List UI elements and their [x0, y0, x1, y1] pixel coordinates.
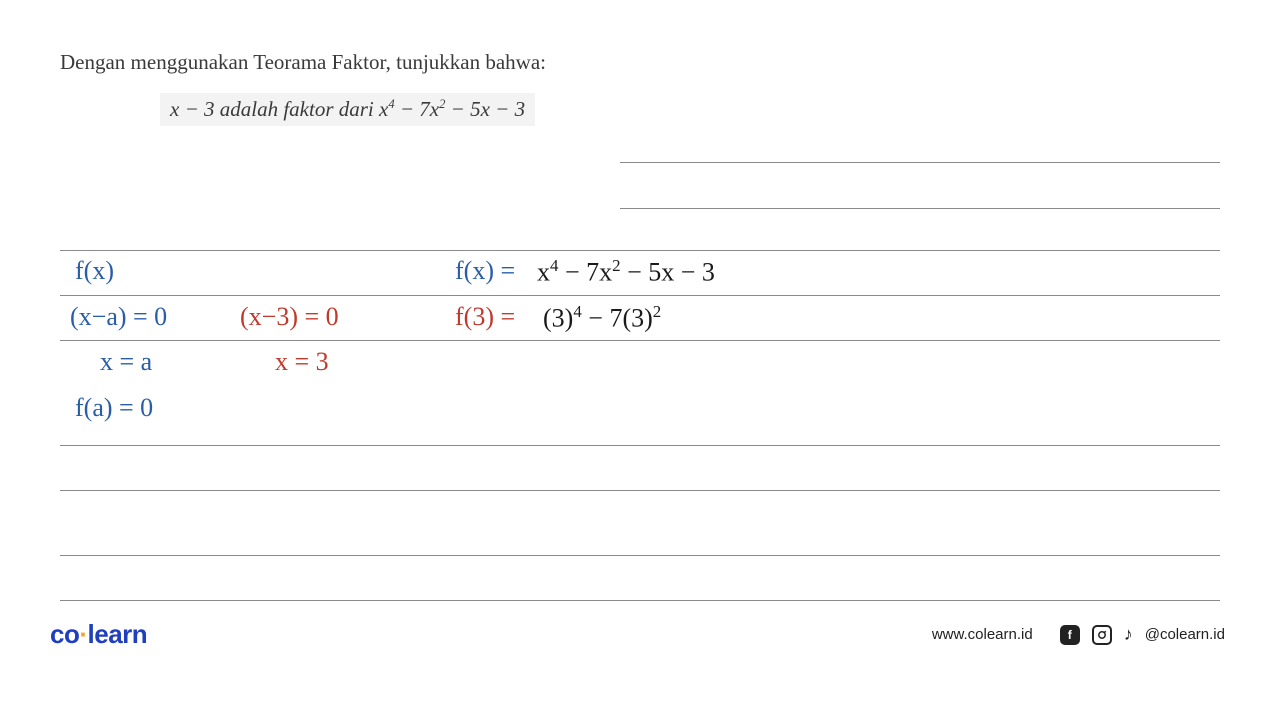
rule-line: [60, 600, 1220, 601]
instagram-icon: [1092, 625, 1112, 645]
hand-fx-def-lhs: f(x) =: [455, 256, 515, 286]
hand-x3: (x−3) = 0: [240, 302, 339, 332]
hand-fx-def-rhs: x4 − 7x2 − 5x − 3: [537, 256, 715, 288]
prompt-text: Dengan menggunakan Teorama Faktor, tunju…: [60, 50, 1220, 75]
brand-logo: co·learn: [50, 619, 147, 650]
hand-f3-rhs: (3)4 − 7(3)2: [543, 302, 661, 334]
subprompt-box: x − 3 adalah faktor dari x4 − 7x2 − 5x −…: [160, 93, 535, 126]
hand-xe3: x = 3: [275, 347, 329, 377]
rule-line: [60, 250, 1220, 251]
rule-line: [60, 555, 1220, 556]
subprompt-prefix: x − 3 adalah faktor dari: [170, 97, 379, 121]
rule-line: [620, 208, 1220, 209]
hand-xea: x = a: [100, 347, 152, 377]
tiktok-icon: ♪: [1124, 625, 1133, 645]
hand-fa0: f(a) = 0: [75, 393, 153, 423]
footer-url: www.colearn.id: [932, 626, 1033, 643]
hand-xa: (x−a) = 0: [70, 302, 167, 332]
ruled-paper: f(x) (x−a) = 0 x = a f(a) = 0 (x−3) = 0 …: [60, 150, 1220, 620]
hand-f3-lhs: f(3) =: [455, 302, 515, 332]
rule-line: [620, 162, 1220, 163]
rule-line: [60, 445, 1220, 446]
footer: co·learn www.colearn.id f ♪ @colearn.id: [50, 619, 1225, 650]
facebook-icon: f: [1060, 625, 1080, 645]
subprompt-expr: x4 − 7x2 − 5x − 3: [379, 97, 525, 121]
brand-post: learn: [88, 619, 148, 649]
hand-fx: f(x): [75, 256, 114, 286]
rule-line: [60, 340, 1220, 341]
footer-right: www.colearn.id f ♪ @colearn.id: [932, 625, 1225, 645]
brand-dot: ·: [79, 619, 87, 649]
rule-line: [60, 490, 1220, 491]
footer-handle: @colearn.id: [1145, 626, 1225, 643]
brand-pre: co: [50, 619, 79, 649]
rule-line: [60, 295, 1220, 296]
